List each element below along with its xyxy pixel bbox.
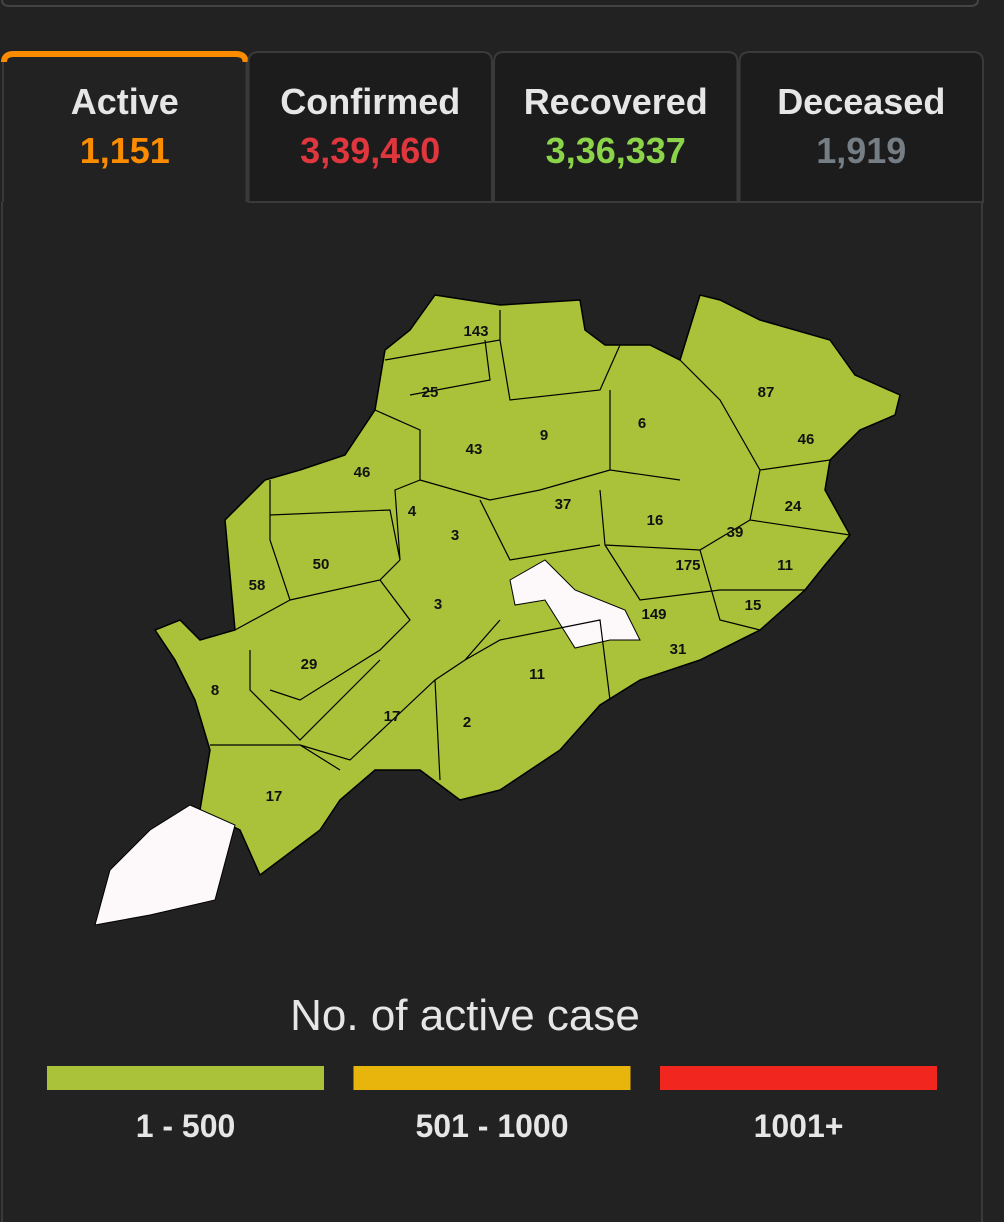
district-label: 39 [727, 524, 744, 541]
district-label: 58 [249, 577, 266, 594]
legend-title: No. of active case [290, 991, 640, 1040]
district-label: 11 [529, 666, 545, 683]
district-label: 29 [301, 656, 318, 673]
district-label: 43 [466, 441, 483, 458]
district-label: 31 [670, 641, 687, 658]
tab-label: Recovered [524, 81, 708, 122]
tab-frame [2, 51, 248, 202]
active-indicator [1, 51, 249, 63]
district-label: 16 [647, 512, 664, 529]
tab-value: 1,919 [816, 130, 906, 171]
tab-frame [738, 51, 984, 202]
no-data-region [509, 559, 641, 649]
tab-label: Confirmed [280, 81, 460, 122]
district-label: 24 [785, 498, 802, 515]
district-label: 87 [758, 384, 775, 401]
tab-value: 1,151 [80, 130, 170, 171]
district-label: 17 [384, 708, 401, 725]
district-label: 143 [463, 323, 488, 340]
district-label: 2 [463, 714, 471, 731]
tabs: Active 1,151 Confirmed 3,39,460 Recovered 3,3… [1, 51, 985, 203]
tab-value: 3,36,337 [546, 130, 686, 171]
legend-label: 1 - 500 [136, 1108, 236, 1144]
district-label: 15 [745, 597, 762, 614]
legend: 1 - 500 501 - 1000 1001+ [47, 1066, 937, 1144]
district-label: 4 [408, 503, 417, 520]
district-label: 175 [675, 557, 700, 574]
legend-label: 501 - 1000 [415, 1108, 568, 1144]
tab[interactable]: Active 1,151 [1, 51, 249, 202]
district-label: 9 [540, 427, 548, 444]
top-box-edge [1, 0, 979, 7]
tab-frame [247, 51, 493, 202]
district-label: 3 [451, 527, 459, 544]
district-label: 17 [266, 788, 283, 805]
panel-border [1, 202, 983, 1222]
district-label: 149 [641, 606, 666, 623]
legend-label: 1001+ [754, 1108, 844, 1144]
map: 143 25 43 9 6 87 46 46 4 37 24 16 3 39 50 175 11 58 3 149 15… [94, 294, 901, 926]
tab-value: 3,39,460 [300, 130, 440, 171]
tab-frame [493, 51, 739, 202]
legend-swatch [353, 1066, 631, 1090]
district-label: 3 [434, 596, 442, 613]
tab[interactable]: Confirmed 3,39,460 [247, 51, 494, 203]
district-label: 6 [638, 415, 646, 432]
legend-swatch [47, 1066, 324, 1090]
district-label: 25 [422, 384, 439, 401]
no-data-region [94, 804, 236, 926]
tab-label: Active [71, 81, 179, 122]
district-label: 50 [313, 556, 330, 573]
district-label: 11 [777, 557, 793, 574]
tab[interactable]: Recovered 3,36,337 [493, 51, 739, 203]
district-boundaries [210, 310, 851, 781]
district-label: 46 [354, 464, 371, 481]
district-label: 46 [798, 431, 815, 448]
tab-label: Deceased [777, 81, 945, 122]
district-label: 8 [211, 682, 219, 699]
district-label: 37 [555, 496, 572, 513]
tab[interactable]: Deceased 1,919 [738, 51, 985, 203]
legend-swatch [660, 1066, 937, 1090]
